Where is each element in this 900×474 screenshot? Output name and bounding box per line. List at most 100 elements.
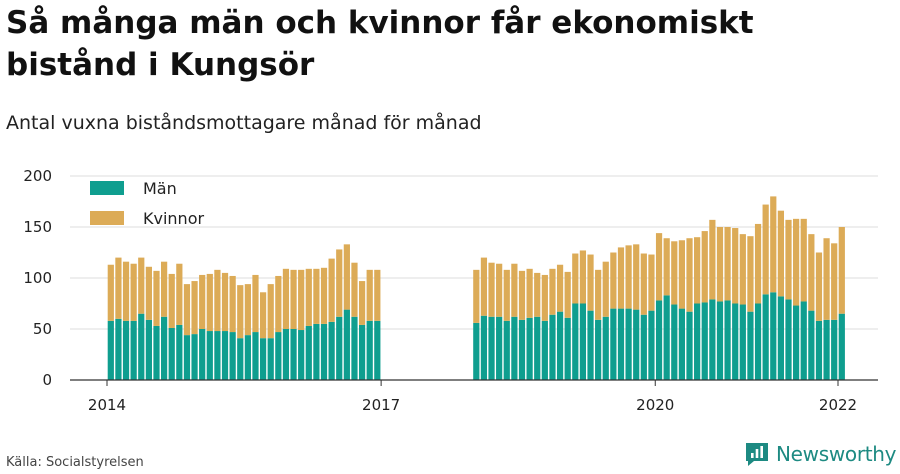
bar-man bbox=[587, 310, 594, 380]
bar-kvinnor bbox=[716, 227, 724, 302]
bar-man bbox=[259, 338, 267, 380]
bar-man bbox=[785, 299, 792, 380]
bar-man bbox=[648, 310, 655, 380]
bar-man bbox=[122, 320, 130, 380]
bar-kvinnor bbox=[838, 227, 845, 314]
bar-man bbox=[282, 329, 290, 380]
bar-kvinnor bbox=[259, 292, 267, 339]
bar-kvinnor bbox=[191, 281, 198, 335]
bar-kvinnor bbox=[777, 210, 784, 297]
bar-man bbox=[754, 303, 762, 380]
bar-kvinnor bbox=[587, 254, 594, 311]
bar-man bbox=[572, 303, 579, 380]
bar-kvinnor bbox=[648, 254, 655, 311]
bar-man bbox=[640, 314, 647, 380]
bar-kvinnor bbox=[305, 268, 312, 326]
bar-kvinnor bbox=[313, 268, 320, 324]
bar-man bbox=[633, 309, 640, 380]
bar-kvinnor bbox=[199, 274, 206, 329]
bar-kvinnor bbox=[153, 270, 160, 326]
legend-label: Kvinnor bbox=[143, 209, 204, 228]
bar-kvinnor bbox=[617, 247, 625, 309]
bar-man bbox=[488, 316, 495, 380]
bar-kvinnor bbox=[480, 257, 488, 316]
bar-man bbox=[739, 304, 746, 380]
bar-man bbox=[709, 299, 716, 380]
bar-kvinnor bbox=[549, 268, 556, 315]
bar-kvinnor bbox=[518, 270, 526, 320]
bar-kvinnor bbox=[610, 252, 617, 309]
bar-kvinnor bbox=[503, 269, 510, 321]
bar-man bbox=[252, 332, 259, 380]
bar-man bbox=[556, 311, 564, 380]
stacked-bar-chart: 0 50 100 150 200 2014 2017 2020 2022 Män Kvinnor bbox=[23, 167, 878, 414]
bar-kvinnor bbox=[785, 219, 792, 300]
brand-logo[interactable]: Newsworthy bbox=[744, 441, 897, 467]
bar-man bbox=[168, 327, 175, 380]
bar-kvinnor bbox=[808, 234, 815, 311]
legend-label: Män bbox=[143, 179, 177, 198]
bar-man bbox=[815, 320, 823, 380]
brand-name: Newsworthy bbox=[776, 442, 897, 466]
bar-man bbox=[351, 316, 358, 380]
bar-man bbox=[145, 319, 152, 380]
bar-man bbox=[671, 304, 678, 380]
bar-kvinnor bbox=[709, 219, 716, 300]
bar-kvinnor bbox=[237, 285, 244, 339]
bar-man bbox=[473, 322, 480, 380]
bar-man bbox=[686, 311, 693, 380]
bar-man bbox=[496, 316, 503, 380]
bar-man bbox=[115, 318, 122, 380]
bar-kvinnor bbox=[640, 253, 647, 315]
y-tick-label: 100 bbox=[23, 269, 52, 287]
bar-man bbox=[290, 329, 297, 380]
bar-kvinnor bbox=[298, 269, 305, 331]
bar-man bbox=[762, 294, 769, 380]
bar-kvinnor bbox=[564, 271, 571, 318]
bar-man bbox=[221, 331, 229, 380]
x-axis: 2014 2017 2020 2022 bbox=[70, 379, 878, 414]
bar-man bbox=[564, 317, 571, 380]
bar-man bbox=[808, 310, 815, 380]
bar-man bbox=[374, 320, 381, 380]
bar-kvinnor bbox=[138, 257, 145, 314]
bar-man bbox=[701, 302, 708, 380]
bar-kvinnor bbox=[815, 252, 823, 321]
bar-kvinnor bbox=[221, 272, 229, 332]
bar-kvinnor bbox=[541, 274, 548, 321]
bar-kvinnor bbox=[534, 272, 541, 317]
bar-man bbox=[336, 316, 343, 380]
bar-kvinnor bbox=[229, 275, 236, 333]
bar-kvinnor bbox=[655, 233, 663, 301]
bar-man bbox=[229, 332, 236, 380]
bar-man bbox=[183, 335, 191, 380]
bar-man bbox=[206, 331, 213, 380]
chart-title: Så många män och kvinnor får ekonomiskt … bbox=[6, 5, 754, 83]
bar-kvinnor bbox=[556, 264, 564, 312]
bar-man bbox=[663, 295, 670, 380]
y-tick-label: 50 bbox=[33, 320, 52, 338]
bar-man bbox=[503, 320, 510, 380]
bar-kvinnor bbox=[275, 275, 282, 333]
bar-man bbox=[191, 334, 198, 380]
bar-kvinnor bbox=[267, 284, 274, 339]
bar-man bbox=[107, 320, 114, 380]
bar-kvinnor bbox=[686, 238, 693, 312]
bar-kvinnor bbox=[358, 281, 366, 325]
bar-man bbox=[176, 324, 183, 380]
bar-man bbox=[366, 320, 373, 380]
bar-kvinnor bbox=[602, 261, 609, 317]
bar-kvinnor bbox=[115, 257, 122, 319]
bar-man bbox=[777, 296, 784, 380]
bar-kvinnor bbox=[107, 264, 114, 321]
bar-man bbox=[526, 317, 533, 380]
bar-man bbox=[770, 292, 777, 380]
source-note: Källa: Socialstyrelsen bbox=[6, 455, 144, 470]
bar-kvinnor bbox=[732, 228, 739, 304]
bar-man bbox=[313, 323, 320, 380]
bar-kvinnor bbox=[663, 238, 670, 296]
bar-man bbox=[541, 320, 548, 380]
bar-kvinnor bbox=[145, 266, 152, 320]
bar-man bbox=[138, 313, 145, 380]
bar-kvinnor bbox=[473, 269, 480, 323]
